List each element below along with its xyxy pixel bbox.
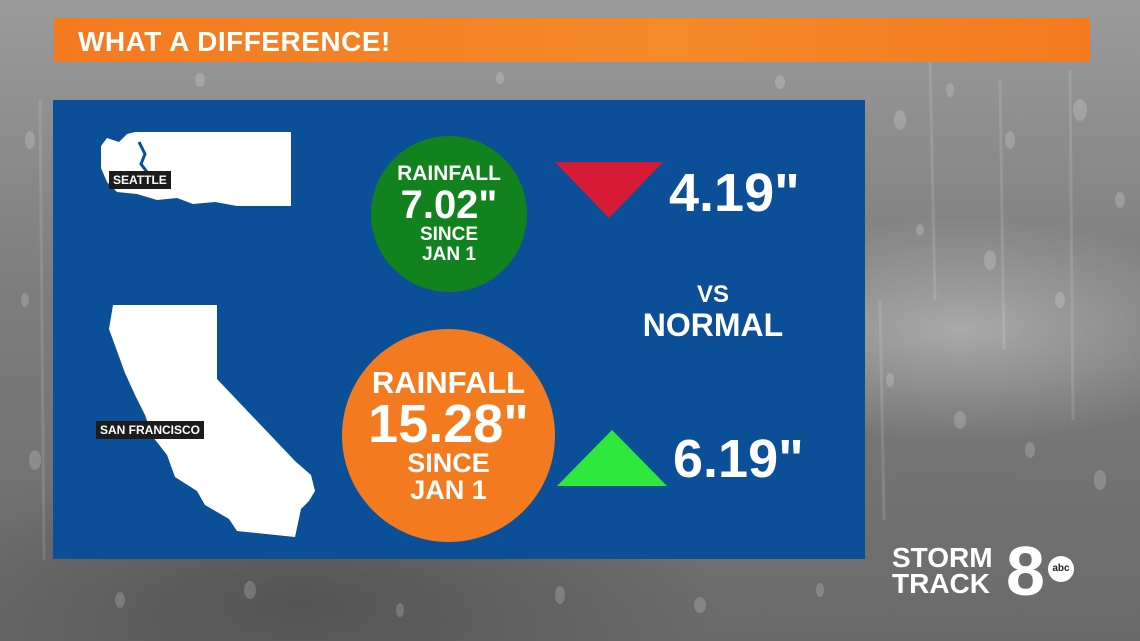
title-bar: WHAT A DIFFERENCE!: [54, 18, 1090, 62]
storm-track-8-logo: STORM TRACK 8 abc: [890, 532, 1090, 610]
california-map-icon: [109, 305, 315, 537]
city-label-san-francisco: SAN FRANCISCO: [96, 421, 205, 439]
vs-text: VS: [696, 281, 729, 308]
logo-channel-number: 8: [1006, 532, 1045, 610]
logo-track-text: TRACK: [892, 568, 990, 599]
since-label-line2: JAN 1: [422, 244, 476, 265]
seattle-delta-value: 4.19": [669, 163, 800, 223]
since-label-line1: SINCE: [407, 448, 490, 478]
abc-network-icon: abc: [1048, 556, 1074, 582]
rainfall-label: RAINFALL: [371, 365, 526, 400]
since-label-line2: JAN 1: [410, 475, 487, 505]
comparison-panel: SEATTLE SAN FRANCISCO RAINFALL 7.02" SIN…: [53, 100, 865, 559]
since-label-line1: SINCE: [419, 224, 479, 245]
vs-normal-label: VS NORMAL: [613, 281, 813, 343]
up-triangle-icon: [557, 430, 667, 486]
rainfall-value: 15.28": [368, 394, 529, 454]
rainfall-value: 7.02": [400, 183, 498, 227]
normal-text: NORMAL: [642, 307, 784, 343]
logo-storm-text: STORM: [892, 542, 993, 573]
down-triangle-icon: [555, 162, 663, 218]
san-francisco-delta-value: 6.19": [673, 429, 804, 489]
page-title: WHAT A DIFFERENCE!: [78, 26, 391, 57]
rainfall-label: RAINFALL: [397, 162, 501, 185]
city-label-seattle: SEATTLE: [109, 171, 171, 189]
seattle-rainfall-badge: RAINFALL 7.02" SINCE JAN 1: [371, 136, 527, 292]
san-francisco-rainfall-badge: RAINFALL 15.28" SINCE JAN 1: [342, 329, 555, 542]
